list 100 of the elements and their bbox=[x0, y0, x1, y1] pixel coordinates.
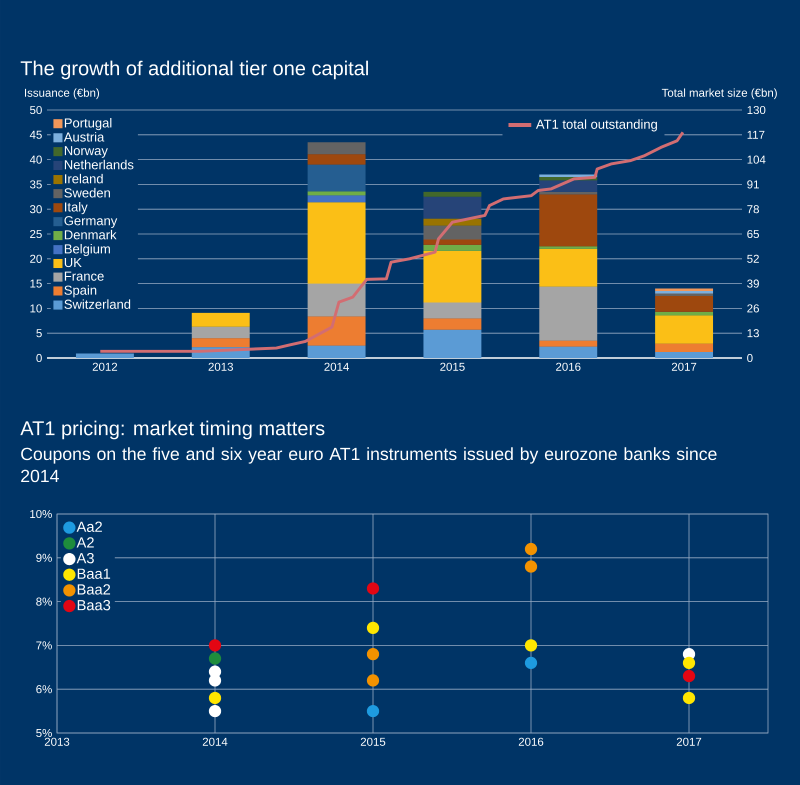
bar bbox=[308, 191, 366, 196]
bar bbox=[539, 192, 598, 194]
x-tick-label: 2012 bbox=[92, 362, 118, 371]
bar bbox=[308, 346, 366, 358]
point bbox=[524, 560, 538, 573]
y-tick-label: 40 bbox=[30, 156, 42, 164]
x-tick-label: 2016 bbox=[518, 738, 544, 746]
y2-tick-label: 78 bbox=[747, 205, 759, 214]
bar bbox=[655, 291, 714, 294]
point bbox=[366, 582, 380, 595]
bar bbox=[655, 344, 714, 352]
bar bbox=[423, 226, 482, 240]
y-tick-label: 6% bbox=[36, 685, 52, 694]
legend-label: France bbox=[64, 272, 104, 281]
legend-label: Germany bbox=[64, 216, 118, 228]
bar bbox=[655, 288, 714, 292]
legend-label: Spain bbox=[64, 285, 96, 298]
y2-tick-label: 130 bbox=[748, 106, 766, 114]
y-tick-label: 8% bbox=[36, 598, 52, 606]
legend-label: Baa1 bbox=[78, 568, 110, 579]
legend-label: Italy bbox=[65, 202, 88, 214]
point bbox=[682, 670, 696, 682]
y-tick-label: 5% bbox=[36, 728, 52, 738]
x-tick-label: 2017 bbox=[672, 362, 696, 371]
bar bbox=[423, 330, 482, 358]
y-tick-label: 20 bbox=[30, 254, 42, 263]
y-tick-label: 10% bbox=[30, 510, 52, 518]
bar bbox=[423, 239, 482, 245]
x-tick-label: 2015 bbox=[440, 362, 465, 371]
bar bbox=[539, 340, 598, 347]
legend-label: Netherlands bbox=[64, 160, 134, 170]
y-tick-label: 10 bbox=[30, 304, 42, 312]
bar bbox=[308, 284, 366, 316]
point bbox=[524, 656, 538, 670]
legend-label: Portugal bbox=[64, 118, 112, 130]
chart-subtitle: Coupons on the five and six year euro AT1 instruments issued by eurozone banks since 2014 bbox=[21, 447, 717, 482]
y2-tick-label: 91 bbox=[747, 180, 759, 188]
y-tick-label: 0 bbox=[36, 354, 42, 362]
y2-tick-label: 39 bbox=[747, 280, 759, 288]
point bbox=[366, 622, 380, 634]
bar bbox=[423, 250, 482, 302]
x-tick-label: 2014 bbox=[202, 738, 228, 746]
point bbox=[208, 639, 222, 652]
legend-label: Baa3 bbox=[78, 600, 110, 610]
y2-axis-title: Total market size (€bn) bbox=[662, 88, 777, 100]
bar bbox=[423, 318, 482, 330]
bar bbox=[655, 296, 714, 312]
bar bbox=[539, 194, 598, 246]
y2-tick-label: 117 bbox=[748, 130, 764, 139]
y-tick-label: 50 bbox=[30, 106, 42, 114]
bar bbox=[539, 286, 598, 341]
bar bbox=[308, 202, 366, 284]
x-tick-label: 2017 bbox=[676, 738, 702, 746]
bar bbox=[192, 312, 250, 327]
y2-tick-label: 65 bbox=[747, 230, 759, 238]
y-axis-title: Issuance (€bn) bbox=[24, 88, 100, 100]
point bbox=[524, 542, 538, 556]
legend-label: Austria bbox=[64, 132, 104, 142]
x-tick-label: 2013 bbox=[208, 362, 233, 371]
point bbox=[366, 648, 380, 660]
y2-tick-label: 52 bbox=[747, 254, 759, 263]
legend-label: A3 bbox=[76, 552, 94, 564]
bar bbox=[423, 192, 482, 197]
y-tick-label: 45 bbox=[30, 130, 42, 139]
point bbox=[208, 652, 222, 665]
point bbox=[524, 639, 538, 652]
x-tick-label: 2016 bbox=[556, 362, 580, 371]
y-tick-label: 30 bbox=[30, 205, 42, 214]
y-tick-label: 35 bbox=[30, 180, 42, 188]
point bbox=[208, 692, 222, 704]
chart-title: The growth of additional tier one capital bbox=[20, 60, 368, 80]
bar bbox=[539, 248, 598, 287]
bar bbox=[192, 326, 250, 338]
legend-label: Aa2 bbox=[76, 522, 102, 532]
y-tick-label: 15 bbox=[30, 280, 42, 288]
bar bbox=[539, 246, 598, 249]
y2-tick-label: 104 bbox=[748, 156, 766, 164]
y-tick-label: 9% bbox=[36, 554, 52, 562]
legend-label: UK bbox=[64, 258, 82, 268]
legend-label: Sweden bbox=[64, 188, 110, 198]
point bbox=[682, 692, 696, 704]
legend-label: A2 bbox=[76, 537, 94, 548]
bar bbox=[655, 315, 714, 344]
bar bbox=[192, 338, 250, 348]
point bbox=[366, 674, 380, 687]
bar bbox=[423, 302, 482, 318]
y2-tick-label: 26 bbox=[747, 304, 759, 312]
point bbox=[682, 656, 696, 670]
x-tick-label: 2015 bbox=[360, 738, 386, 746]
legend-label: Belgium bbox=[64, 244, 110, 256]
legend-label: Norway bbox=[64, 146, 108, 158]
y-tick-label: 25 bbox=[30, 230, 42, 238]
bar bbox=[308, 154, 366, 165]
bar bbox=[423, 244, 482, 251]
bar bbox=[655, 352, 714, 358]
bar bbox=[76, 354, 134, 358]
bar bbox=[308, 316, 366, 346]
legend-label: AT1 total outstanding bbox=[536, 119, 657, 132]
y-tick-label: 5 bbox=[36, 329, 42, 338]
x-tick-label: 2014 bbox=[324, 362, 349, 371]
